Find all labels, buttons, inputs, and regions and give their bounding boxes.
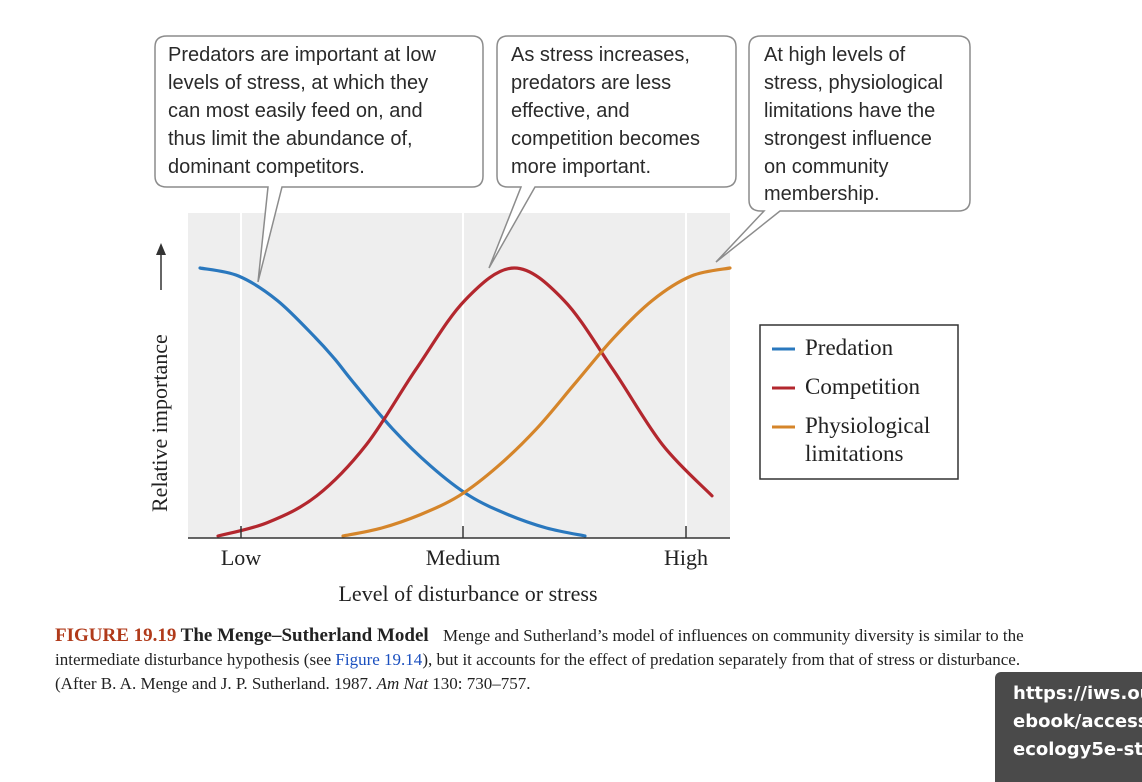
legend-label-physiological: Physiological xyxy=(805,413,930,438)
legend-label-physiological-line2: limitations xyxy=(805,441,903,466)
series-line-physiological-limitations xyxy=(341,266,732,538)
series-line-competition xyxy=(216,266,714,538)
url-line: https://iws.ou xyxy=(1013,683,1142,704)
legend: Predation Competition Physiological limi… xyxy=(759,324,959,480)
figure-link[interactable]: Figure 19.14 xyxy=(335,650,423,669)
plot-background xyxy=(188,213,730,538)
url-tooltip[interactable]: https://iws.ou ebook/access ecology5e-st… xyxy=(995,672,1142,782)
url-line: ebook/access xyxy=(1013,711,1142,732)
bubble-shape xyxy=(488,35,737,269)
bubble-text: At high levels of stress, physiological … xyxy=(764,44,949,205)
figure-number: FIGURE 19.19 xyxy=(55,625,177,646)
figure-caption: FIGURE 19.19 The Menge–Sutherland Model … xyxy=(55,624,1065,696)
series-line-predation xyxy=(198,266,587,538)
y-axis-arrow-head xyxy=(156,243,166,255)
legend-label-predation: Predation xyxy=(805,335,894,360)
y-axis-label: Relative importance xyxy=(147,334,172,512)
bubble-text: As stress increases, predators are less … xyxy=(511,44,706,178)
series-group xyxy=(198,266,732,538)
caption-text-1: Menge and Sutherland’s model of influenc… xyxy=(55,626,1024,669)
y-axis-label-group: Relative importance xyxy=(147,243,172,512)
bubble-shape xyxy=(154,35,484,283)
legend-box xyxy=(759,324,959,480)
bubble-text: Predators are important at low levels of… xyxy=(168,44,441,178)
caption-text-2: ), but it accounts for the effect of pre… xyxy=(55,650,1021,693)
bubble-competition: As stress increases, predators are less … xyxy=(488,35,737,269)
url-line: ecology5e-stu xyxy=(1013,739,1142,760)
x-tick-label-medium: Medium xyxy=(426,545,501,570)
legend-label-competition: Competition xyxy=(805,374,921,399)
x-tick-label-high: High xyxy=(664,545,708,570)
caption-journal: Am Nat xyxy=(376,674,429,693)
x-tick-label-low: Low xyxy=(221,545,261,570)
figure-title: The Menge–Sutherland Model xyxy=(180,625,429,646)
menge-sutherland-chart: Low Medium High Level of disturbance or … xyxy=(147,35,971,606)
bubble-predation: Predators are important at low levels of… xyxy=(154,35,484,283)
caption-text-3: 130: 730–757. xyxy=(428,674,531,693)
bubble-shape xyxy=(715,35,971,263)
bubble-physiological: At high levels of stress, physiological … xyxy=(715,35,971,263)
x-axis-label: Level of disturbance or stress xyxy=(338,581,597,606)
